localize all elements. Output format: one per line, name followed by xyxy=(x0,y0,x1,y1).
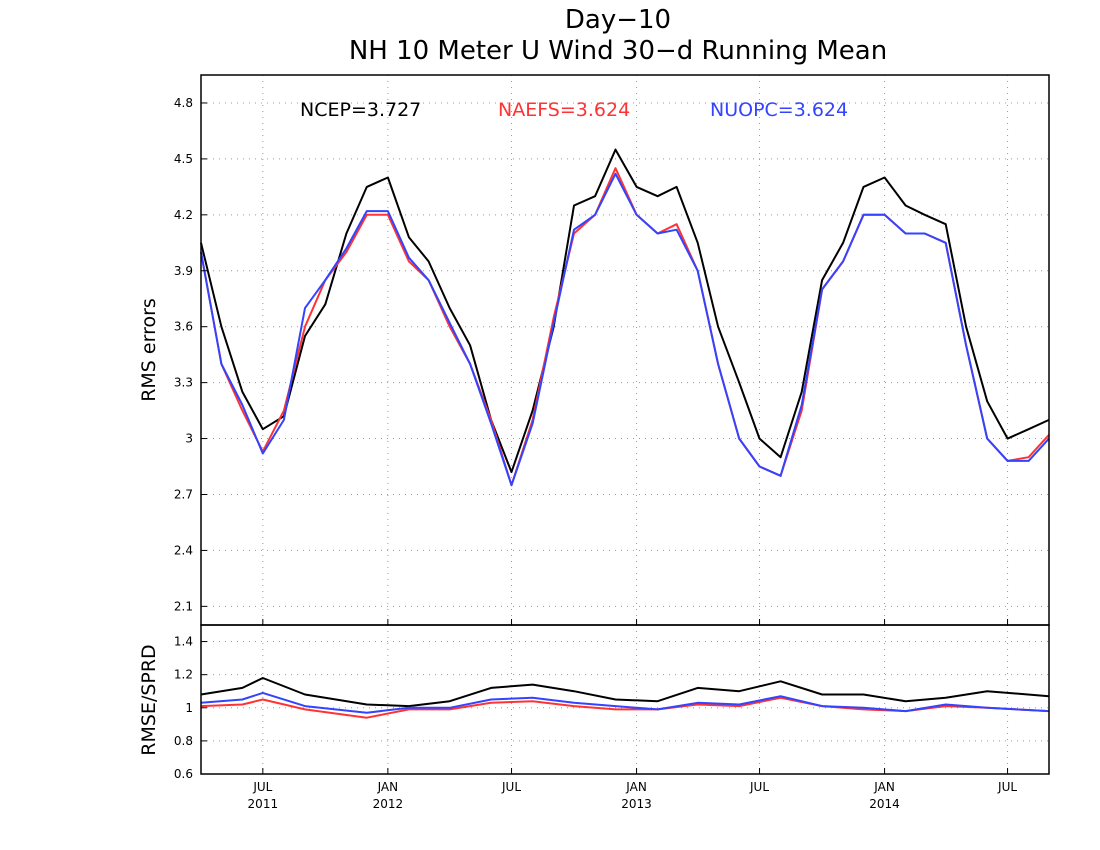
top-y-tick-label: 2.7 xyxy=(174,487,193,501)
top-y-tick-label: 2.1 xyxy=(174,599,193,613)
top-y-tick-label: 3.9 xyxy=(174,264,193,278)
bottom-series-group xyxy=(200,677,1050,719)
bottom-y-tick-label: 1 xyxy=(185,701,193,715)
x-tick-year: 2012 xyxy=(373,797,404,811)
x-tick-month: JUL xyxy=(997,780,1017,794)
top-plot-frame xyxy=(200,74,1050,626)
bottom-y-tick-label: 1.2 xyxy=(174,668,193,682)
x-tick-year: 2011 xyxy=(248,797,279,811)
bottom-plot-frame xyxy=(200,624,1050,775)
x-tick-month: JAN xyxy=(625,780,647,794)
x-tick-month: JAN xyxy=(377,780,399,794)
x-tick-month: JUL xyxy=(501,780,521,794)
bottom-y-tick-label: 1.4 xyxy=(174,635,193,649)
naefs-stat: NAEFS=3.624 xyxy=(498,99,630,121)
top-y-tick-label: 4.5 xyxy=(174,152,193,166)
top-y-axis-label: RMS errors xyxy=(138,298,160,402)
top-y-tick-label: 2.4 xyxy=(174,543,193,557)
top-grid xyxy=(201,75,1049,625)
top-series-group xyxy=(200,148,1050,487)
x-tick-month: JAN xyxy=(873,780,895,794)
top-y-tick-label: 3.3 xyxy=(174,376,193,390)
nuopc-stat: NUOPC=3.624 xyxy=(710,99,848,121)
x-axis: JUL 2011 JAN 2012 JUL JAN 2013 JUL JAN 2014 JUL xyxy=(248,619,1017,811)
chart-title: Day−10 xyxy=(565,5,671,35)
chart-subtitle: NH 10 Meter U Wind 30−d Running Mean xyxy=(349,36,887,66)
bottom-grid xyxy=(201,625,1049,775)
x-tick-month: JUL xyxy=(749,780,769,794)
ncep-stat: NCEP=3.727 xyxy=(300,99,421,121)
x-tick-year: 2013 xyxy=(621,797,652,811)
top-y-tick-label: 4.2 xyxy=(174,208,193,222)
top-y-tick-label: 3.6 xyxy=(174,320,193,334)
top-series-nuopc xyxy=(200,172,1050,487)
bottom-y-axis: 0.6 0.8 1 1.2 1.4 xyxy=(174,635,207,781)
x-tick-month: JUL xyxy=(252,780,272,794)
top-y-tick-label: 3 xyxy=(185,432,193,446)
x-tick-year: 2014 xyxy=(869,797,900,811)
bottom-y-axis-label: RMSE/SPRD xyxy=(138,644,160,755)
bottom-y-tick-label: 0.6 xyxy=(174,767,193,781)
bottom-series-nuopc xyxy=(200,691,1050,714)
top-y-axis: 2.1 2.4 2.7 3 3.3 3.6 3.9 4.2 4.5 4.8 xyxy=(174,96,207,613)
bottom-y-tick-label: 0.8 xyxy=(174,734,193,748)
top-series-ncep xyxy=(200,148,1050,474)
bottom-series-ncep xyxy=(200,677,1050,708)
top-y-tick-label: 4.8 xyxy=(174,96,193,110)
